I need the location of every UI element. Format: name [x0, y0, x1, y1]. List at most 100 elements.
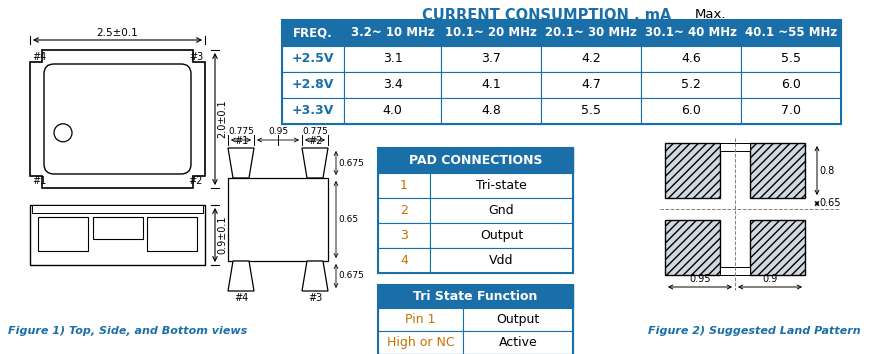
Text: 0.675: 0.675 — [338, 159, 364, 167]
Text: #2: #2 — [308, 136, 322, 146]
Bar — [430, 198, 573, 223]
Bar — [378, 148, 573, 173]
Text: 1: 1 — [400, 179, 408, 192]
Bar — [378, 223, 430, 248]
Bar — [430, 223, 573, 248]
Polygon shape — [302, 261, 328, 291]
Bar — [344, 72, 441, 98]
Text: +2.5V: +2.5V — [291, 52, 334, 65]
Text: 30.1~ 40 MHz: 30.1~ 40 MHz — [645, 27, 737, 40]
Text: Max.: Max. — [695, 8, 726, 21]
Bar — [30, 205, 205, 265]
Bar — [641, 72, 741, 98]
Text: High or NC: High or NC — [387, 336, 454, 349]
Text: #4: #4 — [234, 293, 248, 303]
Text: CURRENT CONSUMPTION , mA: CURRENT CONSUMPTION , mA — [423, 8, 672, 23]
Text: 3.2~ 10 MHz: 3.2~ 10 MHz — [351, 27, 434, 40]
Bar — [541, 46, 641, 72]
Text: 5.2: 5.2 — [681, 79, 701, 91]
Bar — [441, 46, 541, 72]
Bar — [541, 20, 641, 46]
Text: #3: #3 — [189, 52, 203, 62]
Bar — [282, 20, 841, 124]
Text: 0.775: 0.775 — [228, 127, 254, 136]
Text: Tri-state: Tri-state — [476, 179, 527, 192]
Polygon shape — [228, 148, 254, 178]
Text: 6.0: 6.0 — [781, 79, 801, 91]
Bar — [344, 20, 441, 46]
Bar — [282, 98, 344, 124]
Text: 5.5: 5.5 — [781, 52, 801, 65]
Bar — [741, 72, 841, 98]
Text: 0.9: 0.9 — [762, 274, 778, 284]
Bar — [441, 72, 541, 98]
Text: 2.5±0.1: 2.5±0.1 — [96, 28, 138, 38]
Bar — [665, 220, 720, 275]
Text: 0.9±0.1: 0.9±0.1 — [217, 216, 227, 254]
Bar — [541, 98, 641, 124]
Text: 5.5: 5.5 — [581, 104, 601, 118]
Text: 3.1: 3.1 — [382, 52, 402, 65]
Text: 2.0±0.1: 2.0±0.1 — [217, 100, 227, 138]
Text: 3: 3 — [400, 229, 408, 242]
Bar — [38, 217, 88, 251]
Text: 4: 4 — [400, 254, 408, 267]
Text: 7.0: 7.0 — [781, 104, 801, 118]
Bar — [430, 173, 573, 198]
Text: 0.65: 0.65 — [338, 215, 358, 224]
Text: PAD CONNECTIONS: PAD CONNECTIONS — [409, 154, 542, 167]
Text: 0.8: 0.8 — [819, 166, 834, 176]
Text: #4: #4 — [32, 52, 46, 62]
Bar — [282, 72, 344, 98]
Text: 40.1 ~55 MHz: 40.1 ~55 MHz — [745, 27, 837, 40]
Text: 4.6: 4.6 — [681, 52, 701, 65]
Bar — [641, 20, 741, 46]
Text: 4.1: 4.1 — [481, 79, 500, 91]
Polygon shape — [302, 148, 328, 178]
Bar — [228, 178, 328, 261]
Bar — [441, 20, 541, 46]
Text: Output: Output — [480, 229, 523, 242]
Text: 3.4: 3.4 — [382, 79, 402, 91]
Bar — [344, 46, 441, 72]
Bar — [147, 217, 197, 251]
Bar — [750, 143, 805, 198]
Text: Gnd: Gnd — [488, 204, 514, 217]
Text: #1: #1 — [234, 136, 248, 146]
Bar — [378, 331, 463, 354]
Text: Vdd: Vdd — [489, 254, 514, 267]
Bar — [441, 98, 541, 124]
Circle shape — [54, 124, 72, 142]
Polygon shape — [228, 261, 254, 291]
Bar — [741, 46, 841, 72]
Bar — [378, 198, 430, 223]
Text: #3: #3 — [308, 293, 322, 303]
Text: #1: #1 — [32, 176, 46, 186]
Text: Output: Output — [496, 313, 540, 326]
Bar — [720, 267, 750, 275]
Text: 4.7: 4.7 — [581, 79, 601, 91]
Bar — [378, 173, 430, 198]
Bar — [32, 205, 203, 213]
Bar — [641, 98, 741, 124]
Text: 0.65: 0.65 — [819, 199, 841, 209]
Bar — [378, 308, 463, 331]
Bar — [378, 285, 573, 308]
Text: 0.95: 0.95 — [690, 274, 710, 284]
Bar — [282, 46, 344, 72]
Bar — [541, 72, 641, 98]
Text: +2.8V: +2.8V — [292, 79, 334, 91]
Text: 10.1~ 20 MHz: 10.1~ 20 MHz — [445, 27, 537, 40]
Bar — [282, 20, 344, 46]
Text: FREQ.: FREQ. — [293, 27, 332, 40]
Text: 0.775: 0.775 — [302, 127, 328, 136]
Text: Tri State Function: Tri State Function — [413, 290, 537, 303]
Text: Active: Active — [499, 336, 537, 349]
Polygon shape — [30, 50, 205, 188]
Bar — [378, 148, 573, 273]
Bar — [720, 143, 750, 151]
Text: 20.1~ 30 MHz: 20.1~ 30 MHz — [545, 27, 637, 40]
Text: 3.7: 3.7 — [481, 52, 500, 65]
Bar — [750, 220, 805, 275]
Text: #2: #2 — [189, 176, 203, 186]
